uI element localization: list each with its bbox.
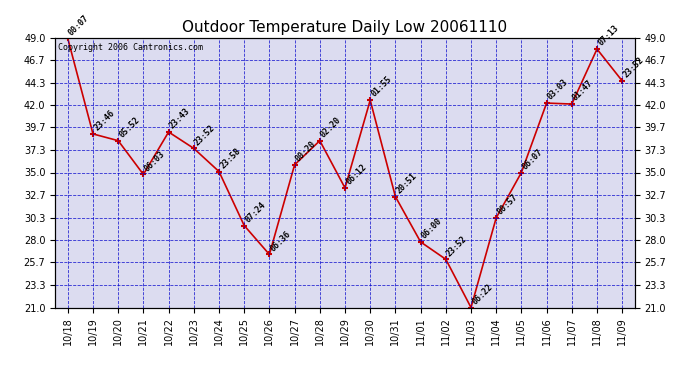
Text: 03:03: 03:03 <box>546 78 570 102</box>
Text: 06:03: 06:03 <box>143 149 167 173</box>
Text: 06:12: 06:12 <box>344 162 368 187</box>
Text: 02:20: 02:20 <box>319 115 343 140</box>
Title: Outdoor Temperature Daily Low 20061110: Outdoor Temperature Daily Low 20061110 <box>182 20 508 35</box>
Text: 06:22: 06:22 <box>470 282 494 306</box>
Text: 06:07: 06:07 <box>521 147 544 171</box>
Text: 07:24: 07:24 <box>244 200 268 224</box>
Text: 01:55: 01:55 <box>369 75 393 99</box>
Text: 23:52: 23:52 <box>193 123 217 147</box>
Text: 00:07: 00:07 <box>67 13 91 37</box>
Text: 06:36: 06:36 <box>268 229 293 253</box>
Text: 23:58: 23:58 <box>218 146 242 170</box>
Text: 06:00: 06:00 <box>420 216 444 241</box>
Text: 05:52: 05:52 <box>117 115 141 140</box>
Text: 00:57: 00:57 <box>495 192 520 216</box>
Text: 23:52: 23:52 <box>622 56 645 80</box>
Text: 00:20: 00:20 <box>294 140 318 164</box>
Text: 07:13: 07:13 <box>596 24 620 48</box>
Text: 23:43: 23:43 <box>168 106 192 130</box>
Text: 01:47: 01:47 <box>571 79 595 103</box>
Text: 23:52: 23:52 <box>445 234 469 258</box>
Text: 20:51: 20:51 <box>395 171 419 195</box>
Text: 23:46: 23:46 <box>92 108 116 133</box>
Text: Copyright 2006 Cantronics.com: Copyright 2006 Cantronics.com <box>58 43 203 52</box>
